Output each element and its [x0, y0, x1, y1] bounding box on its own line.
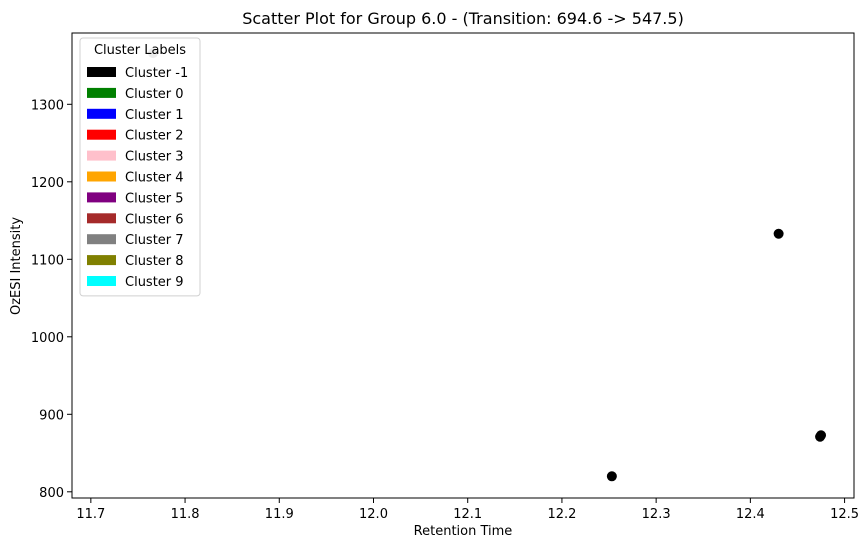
legend-swatch-10 [87, 276, 116, 286]
legend: Cluster Labels Cluster -1 Cluster 0 Cluster… [79, 37, 201, 297]
y-tick-label-4: 1200 [31, 176, 64, 191]
x-tick-label-0: 11.7 [76, 507, 105, 522]
x-axis-label: Retention Time [414, 524, 513, 539]
legend-swatch-3 [87, 129, 116, 140]
plot-background [72, 33, 854, 498]
legend-label-6: Cluster 5 [125, 191, 184, 206]
legend-swatch-9 [87, 255, 116, 266]
y-tick-label-0: 800 [39, 486, 64, 501]
legend-label-7: Cluster 6 [125, 212, 184, 227]
x-tick-label-2: 11.9 [265, 507, 294, 522]
plot-frame [71, 32, 855, 499]
x-tick-label-1: 11.8 [171, 507, 200, 522]
legend-label-2: Cluster 1 [125, 108, 184, 123]
legend-label-3: Cluster 2 [125, 129, 184, 144]
x-tick-label-6: 12.3 [642, 507, 671, 522]
x-tick-label-4: 12.1 [453, 507, 482, 522]
y-tick-label-1: 900 [39, 408, 64, 423]
legend-label-8: Cluster 7 [125, 233, 184, 248]
y-axis-label: OzESI Intensity [9, 217, 24, 315]
legend-label-9: Cluster 8 [125, 254, 184, 269]
y-tick-label-5: 1300 [31, 98, 64, 113]
legend-swatch-0 [87, 67, 116, 77]
legend-box [79, 37, 201, 297]
legend-label-0: Cluster -1 [125, 66, 188, 81]
legend-label-5: Cluster 4 [125, 171, 184, 186]
data-point-0 [606, 471, 617, 482]
legend-swatch-7 [87, 213, 116, 224]
legend-label-4: Cluster 3 [125, 150, 184, 165]
y-tick-label-2: 1000 [31, 331, 64, 346]
chart-title: Scatter Plot for Group 6.0 - (Transition… [242, 9, 684, 28]
y-tick-label-3: 1100 [31, 253, 64, 268]
x-tick-label-5: 12.2 [547, 507, 576, 522]
legend-swatch-8 [87, 234, 116, 245]
legend-title: Cluster Labels [94, 43, 186, 58]
legend-swatch-1 [87, 87, 116, 98]
x-tick-label-7: 12.4 [736, 507, 765, 522]
data-point-1 [773, 228, 784, 239]
plot-area: 11.7 11.8 11.9 12.0 12.1 12.2 12.3 12.4 12.5 800 9… [31, 32, 859, 522]
legend-swatch-2 [87, 108, 116, 119]
legend-swatch-6 [87, 192, 116, 203]
legend-label-1: Cluster 0 [125, 87, 184, 102]
legend-label-10: Cluster 9 [125, 275, 184, 290]
x-tick-label-3: 12.0 [359, 507, 388, 522]
legend-swatch-4 [87, 150, 116, 161]
x-tick-label-8: 12.5 [830, 507, 859, 522]
data-point-3 [816, 430, 827, 441]
legend-swatch-5 [87, 171, 116, 182]
